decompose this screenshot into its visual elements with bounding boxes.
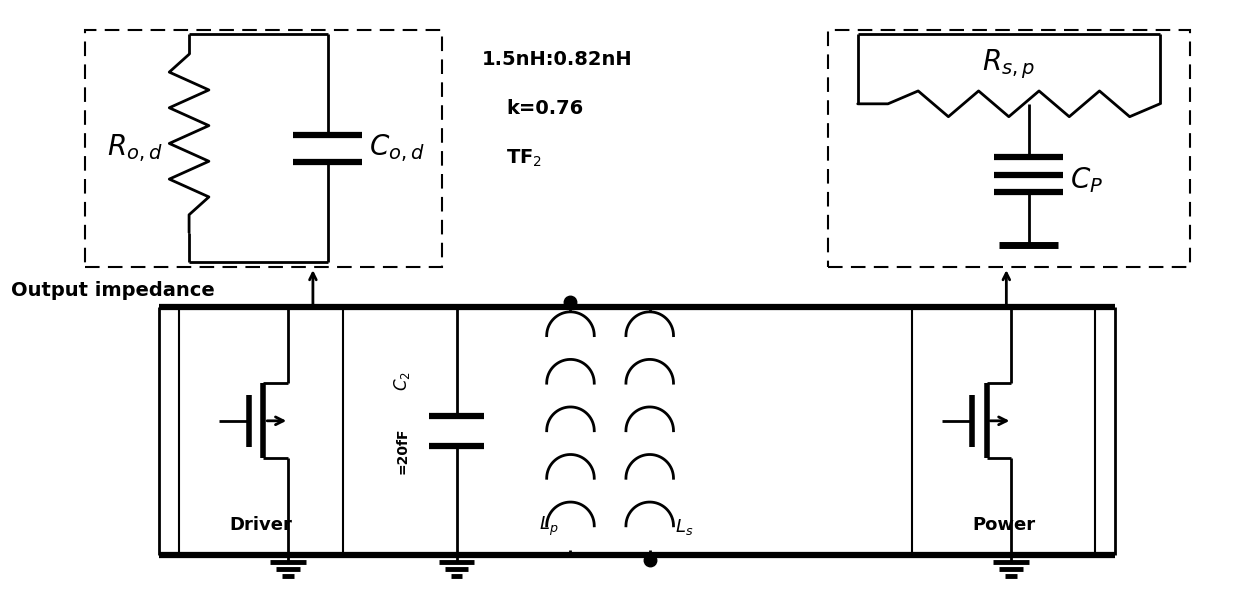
Text: =20fF: =20fF bbox=[396, 427, 409, 474]
Text: 1.5nH:0.82nH: 1.5nH:0.82nH bbox=[481, 50, 632, 69]
Text: $C_P$: $C_P$ bbox=[1070, 165, 1104, 195]
Text: TF$_2$: TF$_2$ bbox=[506, 147, 542, 169]
Bar bbox=[86, 30, 441, 267]
Bar bbox=[828, 30, 1189, 267]
Text: Output impedance: Output impedance bbox=[11, 281, 215, 300]
Text: $R_{s,p}$: $R_{s,p}$ bbox=[982, 47, 1035, 81]
Text: Power: Power bbox=[972, 516, 1035, 534]
Text: k=0.76: k=0.76 bbox=[506, 99, 583, 118]
Text: $C_{o,d}$: $C_{o,d}$ bbox=[370, 133, 425, 164]
Text: $L_s$: $L_s$ bbox=[676, 517, 693, 537]
Text: $L_p$: $L_p$ bbox=[539, 515, 558, 538]
Text: Driver: Driver bbox=[229, 516, 293, 534]
Text: $C_2$: $C_2$ bbox=[392, 371, 412, 391]
Text: $R_{o,d}$: $R_{o,d}$ bbox=[107, 133, 162, 164]
